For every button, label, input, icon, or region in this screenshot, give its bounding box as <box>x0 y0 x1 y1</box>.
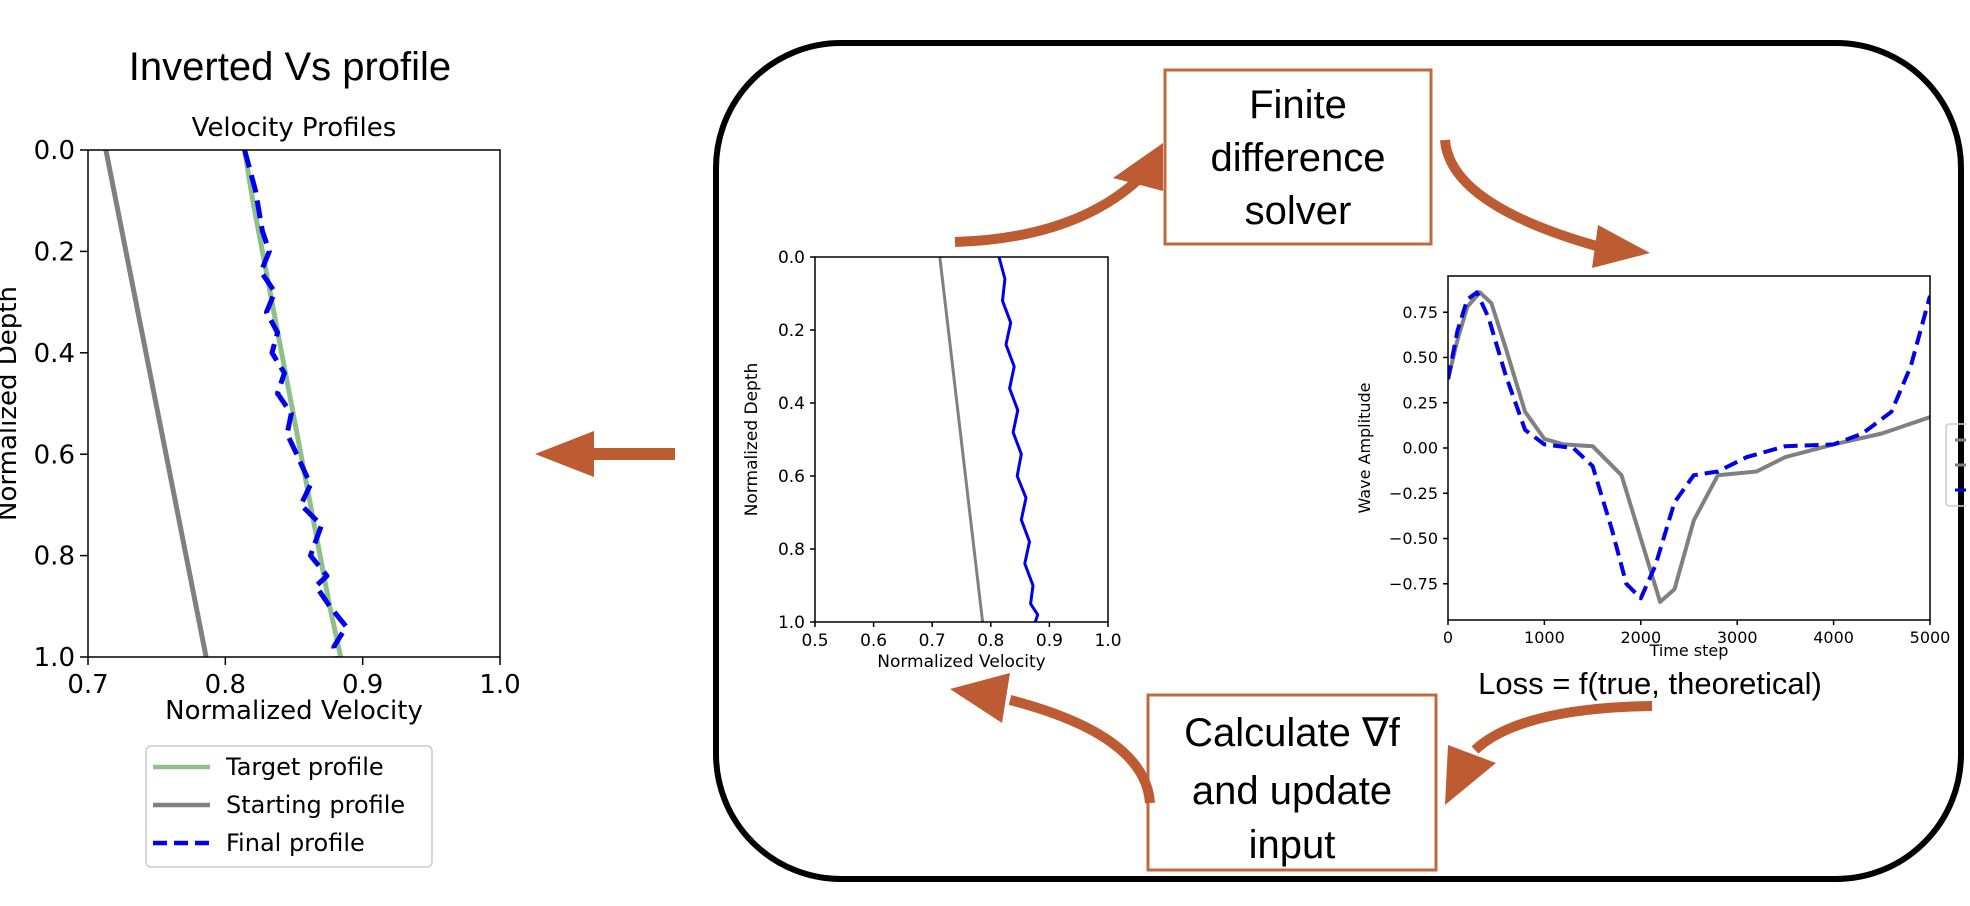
series-1-line <box>1448 290 1930 601</box>
series-0-line <box>1448 290 1930 604</box>
arrow-to-solver <box>954 164 1154 247</box>
y-tick-label: 0.2 <box>34 238 75 268</box>
iteration-loop-frame <box>713 40 1964 882</box>
y-tick-label: 0.25 <box>1402 393 1438 412</box>
starting-profile-line <box>103 150 209 657</box>
y-tick-label: 0.0 <box>34 136 75 166</box>
x-tick-label: 1000 <box>1524 628 1565 647</box>
solver-label-line-3: solver <box>1245 189 1352 233</box>
y-tick-label: 0.75 <box>1402 303 1438 322</box>
x-tick-label: 0.8 <box>205 670 246 700</box>
plot-frame <box>87 149 501 658</box>
x-axis-label: Normalized Velocity <box>877 652 1046 672</box>
y-tick-label: 1.0 <box>778 613 805 633</box>
plot-frame <box>1447 275 1931 621</box>
y-tick-label: 0.50 <box>1402 348 1438 367</box>
legend-label-target: Target profile <box>225 753 384 781</box>
x-tick-label: 1.0 <box>1094 631 1121 651</box>
y-tick-label: −0.75 <box>1389 574 1438 593</box>
legend-frame <box>145 745 433 868</box>
y-tick-label: 0.2 <box>778 321 805 341</box>
target-profile-line <box>242 150 344 657</box>
x-tick-label: 0.5 <box>801 631 828 651</box>
update-label-line-1: Calculate ∇f <box>1184 711 1401 755</box>
velocity-profiles-chart: 0.7 0.8 0.9 1.0 0.0 0.2 0.4 0.6 0.8 1.0 Normalized… <box>0 113 521 726</box>
y-tick-label: 0.0 <box>778 248 805 268</box>
y-tick-label: 0.4 <box>778 394 805 414</box>
arrow-to-wave-chart <box>1440 139 1602 252</box>
x-tick-label: 0.9 <box>1036 631 1063 651</box>
calculate-gradient-box: Calculate ∇f and update input <box>1146 693 1438 872</box>
output-arrow <box>535 431 675 477</box>
x-tick-label: 0.8 <box>977 631 1004 651</box>
chart-title: Velocity Profiles <box>192 113 397 143</box>
arrow-to-inner-chart-head <box>950 673 1010 723</box>
x-tick-label: 0.7 <box>67 670 108 700</box>
y-axis-label: Normalized Depth <box>0 286 23 521</box>
x-tick-label: 2000 <box>1620 628 1661 647</box>
y-tick-label: 0.8 <box>34 542 75 572</box>
y-tick-label: 0.8 <box>778 540 805 560</box>
update-label-line-2: and update <box>1192 769 1392 813</box>
y-axis-label: Normalized Depth <box>742 363 762 517</box>
y-tick-label: 0.4 <box>34 339 75 369</box>
arrow-to-inner-chart <box>1008 695 1155 804</box>
finite-difference-solver-box: Finite difference solver <box>1163 68 1433 246</box>
legend-label-starting: Starting profile <box>226 791 405 819</box>
y-tick-label: 1.0 <box>34 643 75 673</box>
x-tick-label: 0.7 <box>919 631 946 651</box>
inner-velocity-chart: 0.5 0.6 0.7 0.8 0.9 1.0 0.0 0.2 0.4 0.6 0.8 1.0 Norm… <box>742 248 1122 672</box>
plot-frame <box>814 256 1109 623</box>
x-tick-label: 1.0 <box>479 670 520 700</box>
y-tick-label: 0.00 <box>1402 439 1438 458</box>
wave-legend-fragment <box>1945 423 1966 507</box>
y-tick-label: 0.6 <box>34 440 75 470</box>
solver-label-line-2: difference <box>1211 136 1386 180</box>
heading: Inverted Vs profile <box>129 45 451 89</box>
x-axis-label: Time step <box>1649 641 1729 660</box>
x-tick-label: 0.9 <box>342 670 383 700</box>
x-tick-label: 4000 <box>1813 628 1854 647</box>
x-tick-label: 0.6 <box>860 631 887 651</box>
arrow-to-update <box>1471 701 1653 754</box>
x-tick-label: 0 <box>1443 628 1453 647</box>
flow-arrows <box>950 139 1653 805</box>
final-profile-line <box>242 150 349 657</box>
series-0-line <box>938 257 985 622</box>
update-label-line-3: input <box>1249 823 1336 867</box>
y-axis-label: Wave Amplitude <box>1355 383 1374 514</box>
x-axis-label: Normalized Velocity <box>165 696 423 726</box>
y-tick-label: 0.6 <box>778 467 805 487</box>
arrow-to-update-head <box>1445 745 1496 805</box>
y-tick-label: −0.25 <box>1389 484 1438 503</box>
y-tick-label: −0.50 <box>1389 529 1438 548</box>
arrow-to-wave-chart-head <box>1592 225 1650 268</box>
wave-amplitude-chart: 0 1000 2000 3000 4000 5000 0.75 0.50 0.25 0.00 −0.… <box>1355 275 1951 660</box>
loss-label: Loss = f(true, theoretical) <box>1478 666 1822 701</box>
legend: Target profile Starting profile Final pr… <box>145 745 433 868</box>
x-tick-label: 5000 <box>1910 628 1951 647</box>
legend-label-final: Final profile <box>226 829 365 857</box>
solver-label-line-1: Finite <box>1249 83 1347 127</box>
arrow-to-solver-head <box>1113 143 1163 191</box>
x-tick-label: 3000 <box>1717 628 1758 647</box>
series-1-line <box>997 257 1040 622</box>
